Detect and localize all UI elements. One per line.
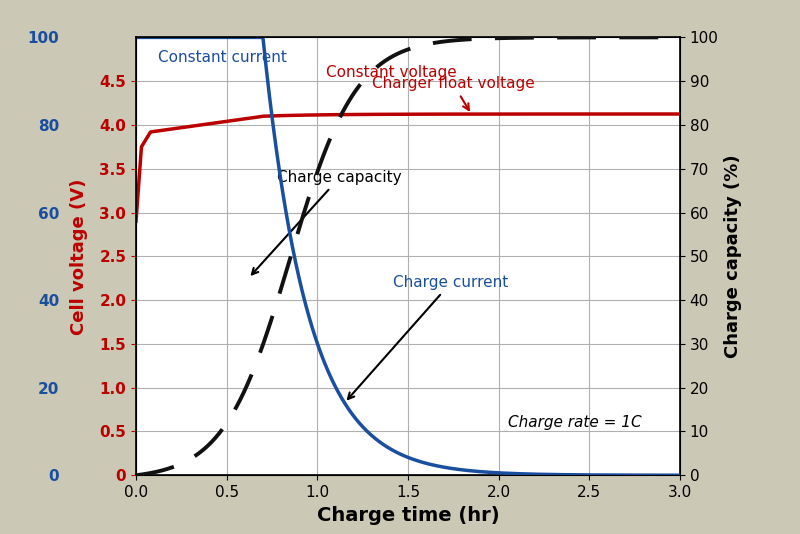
Y-axis label: Charge capacity (%): Charge capacity (%) [724,154,742,358]
Y-axis label: Cell voltage (V): Cell voltage (V) [70,178,88,334]
Text: Charge capacity: Charge capacity [252,170,402,274]
Text: Constant current: Constant current [158,50,286,65]
Text: Constant voltage: Constant voltage [326,65,457,80]
Text: Charger float voltage: Charger float voltage [372,76,534,110]
Text: Charge current: Charge current [348,275,509,399]
Text: Charge rate = 1C: Charge rate = 1C [508,415,642,430]
X-axis label: Charge time (hr): Charge time (hr) [317,506,499,524]
